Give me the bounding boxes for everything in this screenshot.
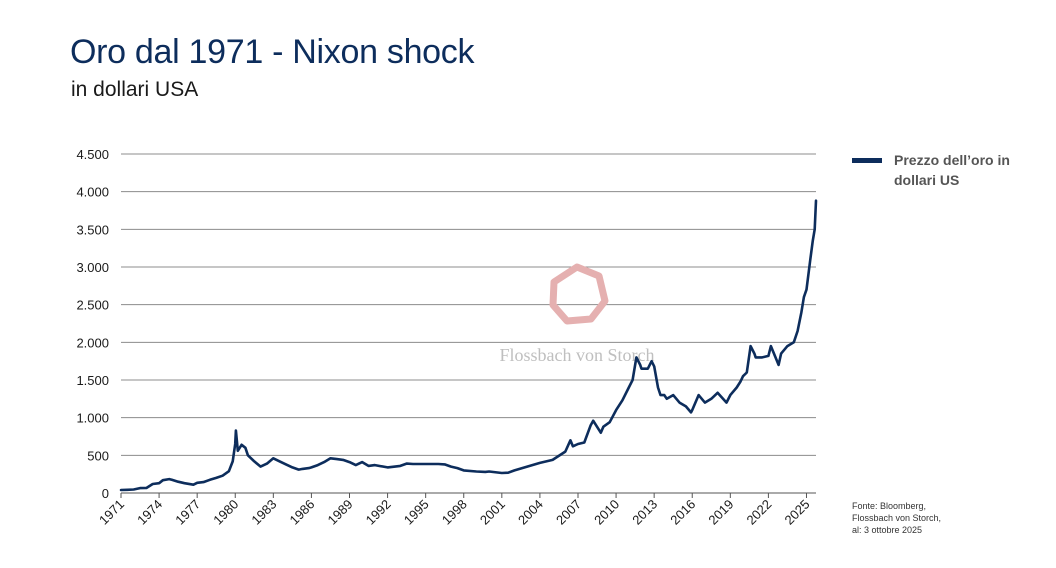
y-tick-label: 4.500 (76, 147, 109, 162)
source-line3: al: 3 ottobre 2025 (852, 525, 923, 535)
legend-label: Prezzo dell’oro in dollari US (894, 150, 1010, 190)
x-tick-label: 2019 (705, 497, 736, 528)
legend: Prezzo dell’oro in dollari US (852, 150, 1047, 190)
x-tick-label: 1983 (248, 497, 279, 528)
x-tick-label: 2013 (629, 497, 660, 528)
y-tick-label: 2.500 (76, 298, 109, 313)
y-tick-label: 1.000 (76, 411, 109, 426)
watermark-text: Flossbach von Storch (500, 345, 655, 365)
x-tick-label: 2025 (782, 497, 813, 528)
x-tick-label: 1977 (172, 497, 203, 528)
heptagon-logo-icon (549, 263, 609, 325)
x-tick-label: 2016 (667, 497, 698, 528)
x-axis-ticks: 1971 1974 1977 1980 1983 1986 1989 1992 1995 1998… (96, 493, 813, 528)
x-tick-label: 1989 (325, 497, 356, 528)
y-tick-label: 4.000 (76, 185, 109, 200)
x-tick-label: 2022 (743, 497, 774, 528)
series-line-gold-price (119, 199, 818, 492)
x-tick-label: 1998 (439, 497, 470, 528)
y-tick-label: 500 (87, 448, 109, 463)
source-line1: Fonte: Bloomberg, (852, 501, 927, 511)
x-tick-label: 1995 (401, 497, 432, 528)
x-tick-label: 2007 (553, 497, 584, 528)
y-tick-label: 3.500 (76, 222, 109, 237)
y-tick-label: 2.000 (76, 335, 109, 350)
source-note: Fonte: Bloomberg, Flossbach von Storch, … (852, 500, 1052, 536)
x-tick-label: 2001 (477, 497, 508, 528)
x-tick-label: 2004 (515, 497, 546, 528)
y-tick-label: 1.500 (76, 373, 109, 388)
y-tick-label: 0 (102, 486, 109, 501)
chart-subtitle: in dollari USA (71, 78, 199, 101)
watermark-logo: Flossbach von Storch (500, 263, 655, 365)
series-group (119, 199, 818, 492)
chart-title: Oro dal 1971 - Nixon shock (70, 33, 475, 71)
gridlines (121, 153, 816, 494)
x-tick-label: 1971 (96, 497, 127, 528)
x-tick-label: 2010 (591, 497, 622, 528)
source-line2: Flossbach von Storch, (852, 513, 942, 523)
y-axis-ticks: 0 500 1.000 1.500 2.000 2.500 3.000 3.500 4.000 4… (76, 147, 109, 501)
x-tick-label: 1986 (286, 497, 317, 528)
x-tick-label: 1992 (363, 497, 394, 528)
x-tick-label: 1980 (210, 497, 241, 528)
legend-label-line1: Prezzo dell’oro in (894, 152, 1010, 168)
legend-label-line2: dollari US (894, 172, 960, 188)
y-tick-label: 3.000 (76, 260, 109, 275)
legend-swatch (852, 158, 882, 163)
x-tick-label: 1974 (134, 497, 165, 528)
